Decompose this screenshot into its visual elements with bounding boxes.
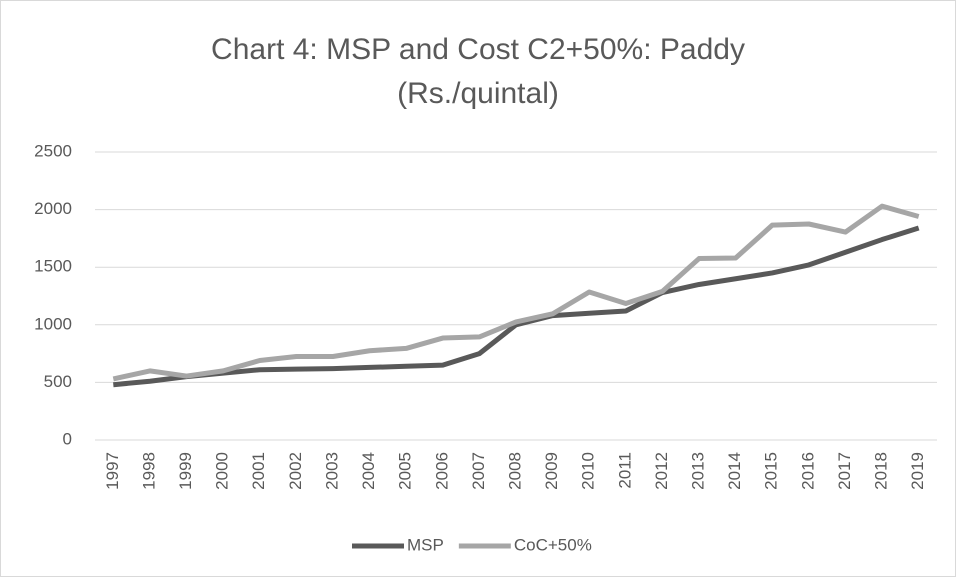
- x-tick-label: 2019: [908, 452, 927, 490]
- chart-title: Chart 4: MSP and Cost C2+50%: Paddy (Rs.…: [211, 33, 745, 110]
- y-tick-label: 0: [63, 429, 72, 448]
- x-tick-label: 1997: [103, 452, 122, 490]
- x-tick-label: 2015: [762, 452, 781, 490]
- x-tick-label: 2007: [469, 452, 488, 490]
- y-tick-label: 500: [44, 372, 72, 391]
- legend-label: CoC+50%: [514, 535, 592, 554]
- x-tick-label: 2004: [359, 452, 378, 490]
- x-tick-label: 2003: [322, 452, 341, 490]
- x-tick-label: 2006: [432, 452, 451, 490]
- x-tick-label: 2017: [835, 452, 854, 490]
- series-line: [113, 225, 920, 388]
- x-tick-label: 2002: [286, 452, 305, 490]
- series-line: [112, 203, 920, 382]
- x-tick-label: 2005: [396, 452, 415, 490]
- x-tick-label: 2010: [579, 452, 598, 490]
- x-tick-label: 2009: [542, 452, 561, 490]
- x-tick-label: 2014: [725, 452, 744, 490]
- x-tick-label: 2011: [615, 452, 634, 489]
- x-tick-label: 2001: [249, 452, 268, 490]
- x-tick-label: 1998: [139, 452, 158, 490]
- legend-label: MSP: [407, 535, 444, 554]
- x-tick-label: 2018: [872, 452, 891, 490]
- y-tick-label: 1000: [34, 314, 72, 333]
- x-tick-label: 2000: [213, 452, 232, 490]
- x-tick-label: 2013: [689, 452, 708, 490]
- y-tick-label: 2500: [34, 141, 72, 160]
- x-tick-label: 2012: [652, 452, 671, 490]
- y-tick-label: 2000: [34, 199, 72, 218]
- y-tick-label: 1500: [34, 257, 72, 276]
- x-tick-label: 1999: [176, 452, 195, 490]
- x-tick-label: 2008: [505, 452, 524, 490]
- x-tick-label: 2016: [798, 452, 817, 490]
